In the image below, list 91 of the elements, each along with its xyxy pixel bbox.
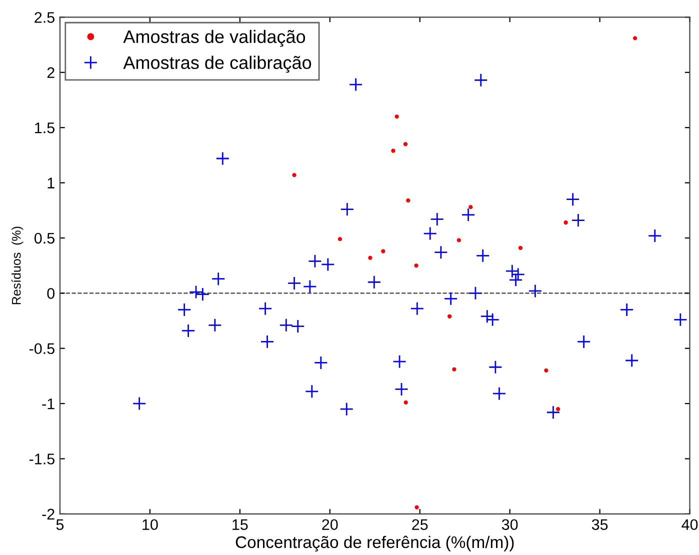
point [381,249,386,254]
point [544,368,548,373]
point [348,78,363,92]
point [505,264,520,278]
point [571,213,586,228]
point [447,314,452,318]
point [468,204,473,210]
y-tick-label: -1 [42,398,54,410]
point [196,287,210,302]
point [486,312,500,327]
y-tick-label: -2 [42,508,54,520]
x-tick-label: 30 [502,519,518,530]
point [566,192,580,206]
point [391,148,396,153]
point [518,246,523,250]
legend-label: Amostras de calibração [123,56,312,73]
x-tick-label: 20 [322,519,338,530]
point [320,258,335,272]
y-tick-label: 1 [48,178,54,188]
point [340,402,354,416]
point [208,318,222,332]
point [410,302,424,316]
point [394,114,399,119]
point [461,208,476,222]
point [189,285,203,300]
x-tick-label: 35 [592,519,608,530]
point [556,406,560,412]
point [528,284,542,298]
point [368,256,372,260]
y-tick-label: -1.5 [29,454,54,464]
point [474,73,488,88]
point [564,220,568,225]
x-tick-label: 15 [232,519,248,530]
point [456,238,461,242]
point [308,254,322,268]
point [430,212,444,226]
point [132,396,146,410]
point [367,275,382,290]
point [177,302,192,317]
point [260,334,274,349]
point [404,400,408,405]
point [304,384,319,398]
point [511,267,526,282]
y-tick-label: 1.5 [35,122,54,134]
y-tick-label: -0.5 [29,343,54,354]
point [279,318,294,332]
point [444,292,458,306]
point [648,228,662,243]
point [468,286,482,300]
point [392,354,406,369]
point [414,505,419,510]
point [258,302,272,316]
legend-label: Amostras de validação [123,30,306,47]
point [508,272,523,287]
point [576,334,591,349]
point [476,248,490,263]
y-tick-label: 0 [47,288,55,299]
x-tick-label: 40 [682,519,698,530]
y-tick-label: 0.5 [34,232,54,244]
point [546,405,560,420]
point [414,263,418,268]
y-axis-title: Resíduos (%) [11,226,24,304]
point [480,309,494,324]
y-tick-label: 2.5 [34,12,54,23]
point [488,360,502,374]
point [340,202,354,216]
point [290,319,305,334]
point [423,226,438,240]
point [314,356,328,370]
x-axis-title: Concentração de referência (%(m/m)) [236,536,514,552]
point [452,367,456,372]
point [620,302,634,317]
point [181,324,196,338]
point [624,354,639,368]
point [673,312,688,327]
point [216,152,230,166]
point [492,386,506,401]
x-tick-label: 5 [56,519,64,530]
x-tick-label: 10 [142,519,158,530]
point [292,172,296,178]
point [211,272,226,286]
point [287,276,302,290]
point [403,142,408,146]
point [394,382,408,396]
point [632,36,638,40]
y-tick-label: 2 [47,67,54,78]
point [302,280,317,294]
x-tick-label: 25 [412,519,428,530]
point [338,236,342,242]
point [434,245,448,260]
point [406,198,410,203]
